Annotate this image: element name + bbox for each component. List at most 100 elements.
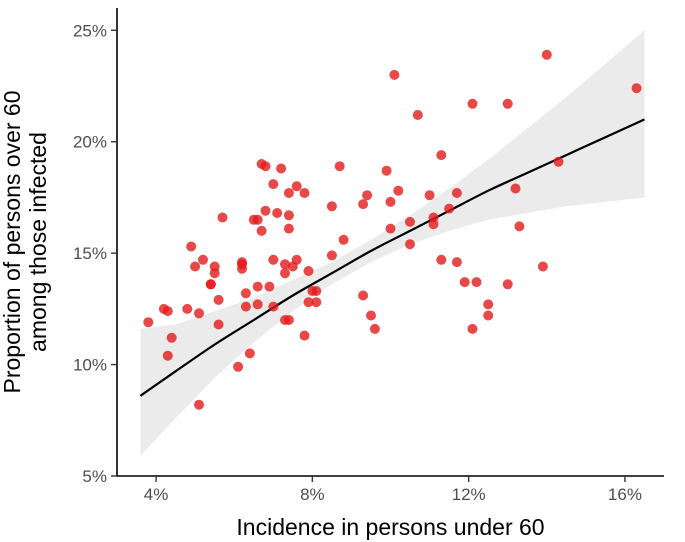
data-point [412, 110, 423, 120]
data-point [283, 315, 294, 325]
data-point [252, 214, 263, 225]
data-point [264, 281, 275, 292]
data-point [240, 301, 251, 312]
x-tick-label: 16% [608, 485, 642, 504]
data-point [541, 49, 552, 60]
data-point [459, 277, 470, 288]
y-tick-label: 15% [73, 244, 107, 263]
data-point [260, 205, 271, 216]
data-point [389, 69, 400, 80]
data-point [162, 306, 173, 317]
data-point [291, 254, 302, 265]
data-point [326, 250, 337, 261]
data-point [198, 254, 208, 265]
data-point [553, 156, 564, 167]
axes-layer [116, 8, 664, 477]
y-tick-label: 25% [73, 21, 107, 40]
data-point [268, 179, 279, 190]
data-point [436, 150, 447, 161]
data-point [362, 190, 373, 201]
data-point [483, 299, 494, 310]
data-point [303, 266, 314, 276]
data-point [182, 303, 193, 314]
data-point [334, 161, 345, 172]
data-point [143, 317, 154, 328]
data-point [428, 219, 439, 230]
data-point [424, 190, 435, 201]
data-point [252, 299, 263, 310]
data-point [311, 297, 322, 308]
x-tick-label: 8% [300, 485, 325, 504]
data-point [358, 290, 369, 301]
data-point [162, 350, 173, 361]
data-point [283, 223, 294, 234]
data-point [338, 234, 349, 245]
data-point [303, 297, 314, 308]
data-point [280, 259, 290, 270]
data-point [209, 261, 220, 272]
data-point [366, 310, 376, 321]
data-point [299, 330, 310, 341]
data-point [385, 223, 396, 234]
data-point [502, 279, 513, 290]
data-point [240, 288, 251, 299]
data-point [252, 281, 263, 292]
x-axis-title: Incidence in persons under 60 [236, 514, 544, 540]
data-point [369, 323, 380, 334]
data-point [186, 241, 197, 252]
data-point [467, 98, 478, 109]
data-point [276, 163, 287, 174]
data-point [213, 319, 224, 330]
data-point [385, 196, 396, 207]
data-point [283, 210, 294, 221]
data-point [467, 323, 478, 334]
data-point [393, 185, 404, 196]
data-point [483, 310, 494, 321]
data-point [260, 161, 271, 172]
fit-line-layer [139, 118, 645, 397]
data-points-layer [143, 49, 642, 410]
data-point [502, 98, 513, 109]
data-point [213, 294, 224, 305]
fit-line [139, 118, 645, 397]
data-point [268, 254, 279, 265]
y-tick-label: 20% [73, 133, 107, 152]
data-point [256, 225, 267, 236]
data-point [205, 279, 216, 290]
data-point [451, 188, 462, 198]
data-point [299, 188, 310, 198]
data-point [510, 183, 521, 194]
data-point [514, 221, 525, 232]
data-point [166, 332, 177, 343]
data-point [444, 203, 455, 214]
data-point [283, 188, 294, 198]
data-point [291, 181, 302, 192]
x-tick-label: 4% [144, 485, 169, 504]
data-point [280, 268, 290, 279]
y-tick-label: 10% [73, 356, 107, 375]
data-point [268, 301, 279, 312]
y-tick-label: 5% [82, 467, 107, 486]
data-point [272, 208, 283, 218]
data-point [326, 201, 337, 212]
data-point [194, 308, 204, 319]
data-point [471, 277, 482, 288]
data-point [436, 254, 447, 265]
ticks-layer: 4% 8% 12% 16% 5% 10% 15% 20% 25% [73, 21, 642, 504]
data-point [631, 83, 642, 94]
data-point [405, 216, 415, 227]
data-point [537, 261, 548, 272]
y-axis-title-line-2: among those infected [25, 132, 51, 352]
data-point [233, 361, 244, 372]
data-point [190, 261, 201, 272]
data-point [451, 257, 462, 268]
data-point [358, 199, 369, 210]
confidence-band [140, 30, 645, 456]
confidence-band-layer [140, 30, 645, 456]
data-point [405, 239, 415, 250]
data-point [311, 286, 322, 296]
data-point [194, 399, 204, 410]
data-point [244, 348, 255, 359]
y-axis-title-line-1: Proportion of persons over 60 [0, 90, 25, 393]
